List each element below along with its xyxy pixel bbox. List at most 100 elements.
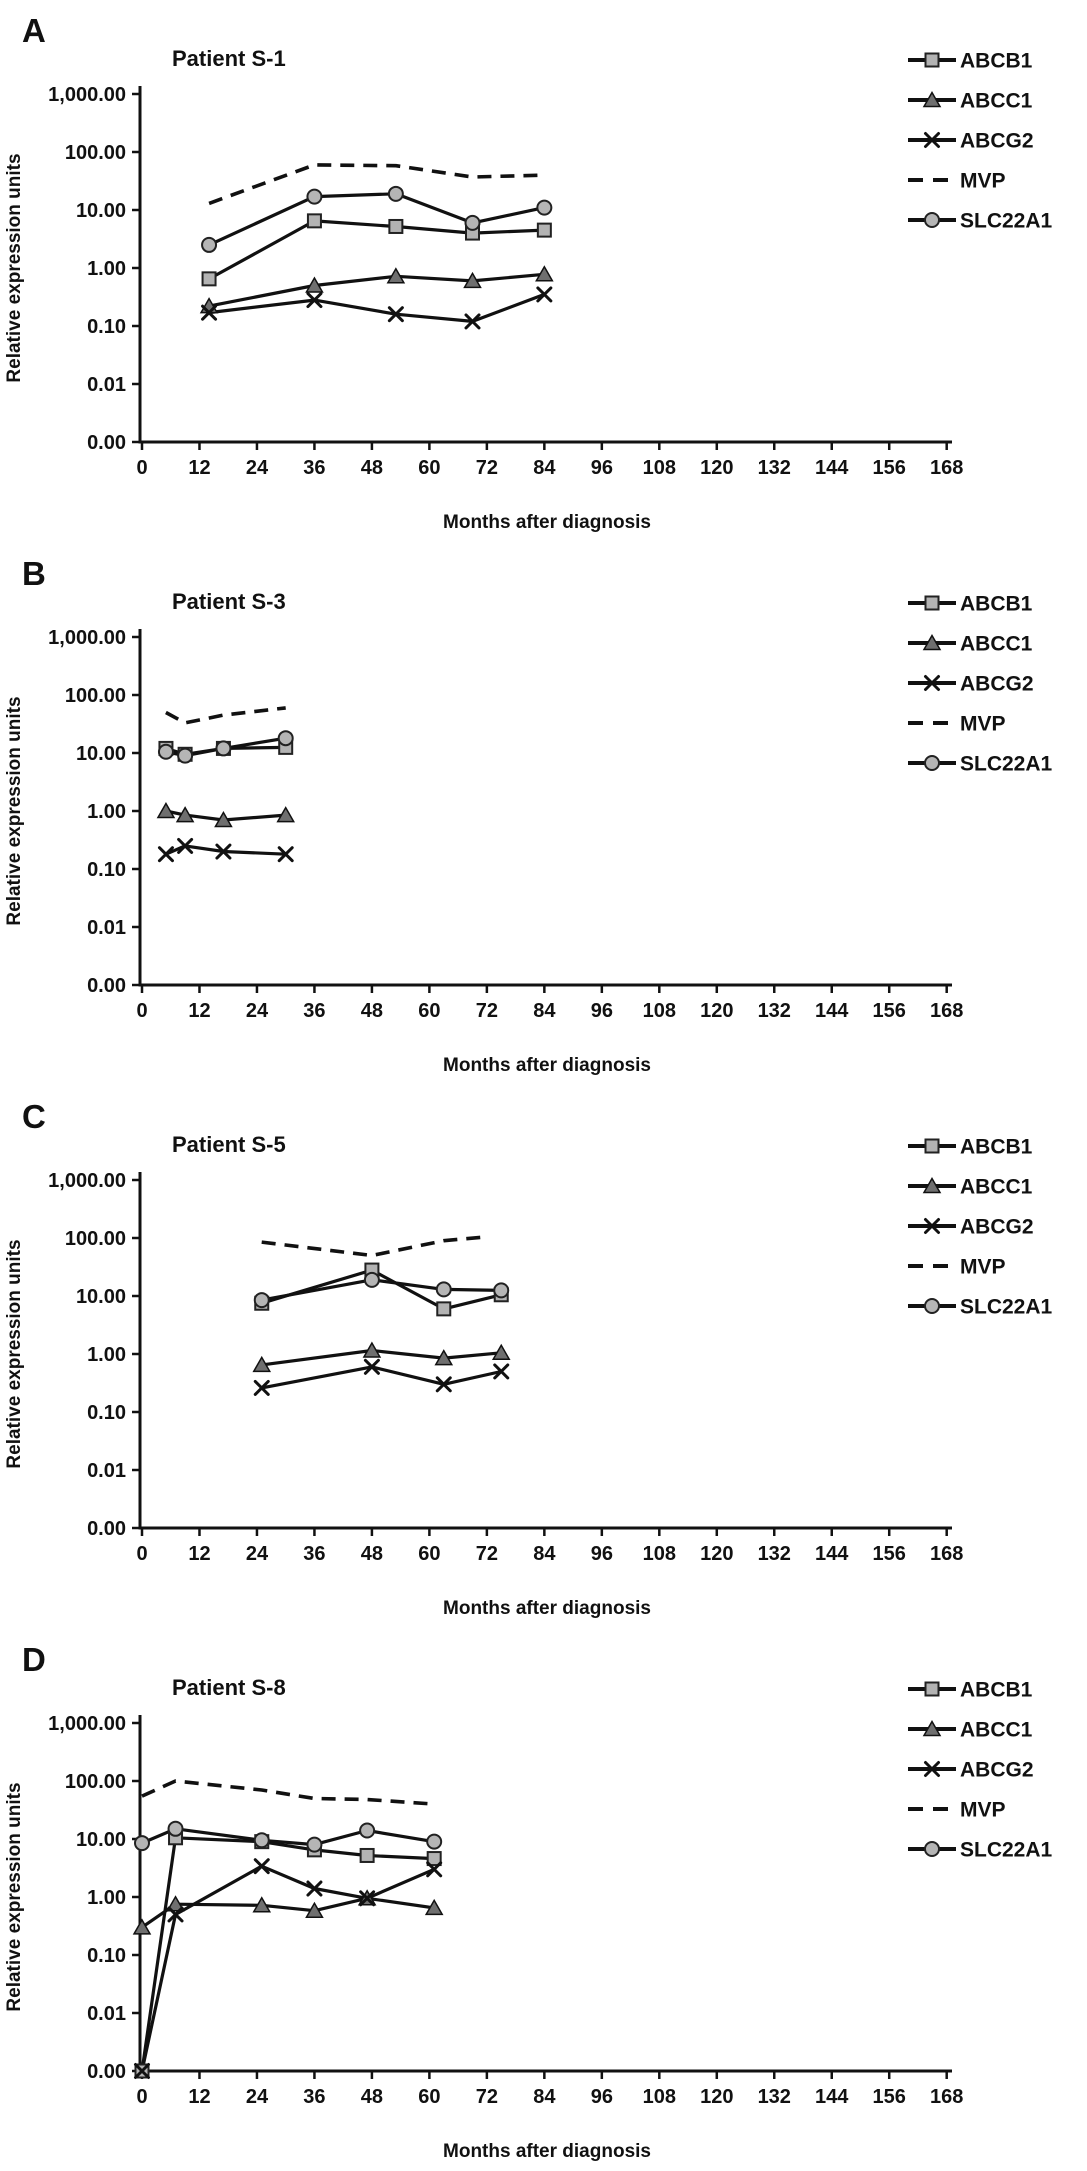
series-line-abcc1 [141, 1896, 435, 1929]
x-tick-label: 168 [930, 457, 963, 479]
y-axis-title: Relative expression units [4, 696, 25, 925]
x-marker [134, 2063, 150, 2079]
y-axis-title: Relative expression units [4, 1239, 25, 1468]
axis-line [138, 1172, 952, 1530]
x-tick-label: 96 [591, 1543, 613, 1565]
x-tick-label: 24 [246, 1543, 269, 1565]
x-marker [359, 1890, 376, 1907]
series-line-abcg2 [165, 844, 286, 856]
panel-chart-d: D Patient S-8 1,000.00 100.00 10.00 1.00 0.10 0… [4, 1641, 1053, 2162]
x-tick-label: 36 [303, 2086, 325, 2108]
y-tick-label: 1,000.00 [48, 1713, 126, 1735]
x-tick-label: 120 [700, 2086, 733, 2108]
circle-marker [426, 1833, 443, 1850]
series-markers-abcc1 [156, 801, 295, 828]
y-tick-label: 0.10 [87, 859, 126, 881]
x-tick-label: 84 [533, 457, 556, 479]
axis-line [138, 1715, 952, 2073]
x-axis-title: Months after diagnosis [443, 1055, 651, 1076]
x-tick-label: 84 [533, 1543, 556, 1565]
circle-marker [435, 1281, 452, 1298]
x-marker [201, 304, 218, 321]
axes [132, 629, 952, 993]
y-tick-label: 10.00 [76, 1829, 126, 1851]
series-line-mvp [208, 163, 545, 206]
x-tick-label: 108 [643, 457, 676, 479]
x-tick-label: 24 [246, 2086, 269, 2108]
series-line-abcc1 [261, 1348, 502, 1367]
x-marker [493, 1363, 510, 1380]
series-line-mvp [261, 1235, 488, 1258]
circle-marker [924, 755, 940, 771]
x-axis-title: Months after diagnosis [443, 512, 651, 533]
x-tick-label: 96 [591, 457, 613, 479]
circle-marker [363, 1271, 380, 1288]
legend-label-abcb1: ABCB1 [960, 1679, 1033, 1702]
series-markers-slc22a1 [134, 1820, 443, 1853]
x-marker [167, 1906, 184, 1923]
x-tick-label: 84 [533, 1000, 556, 1022]
panel-title: Patient S-5 [172, 1132, 286, 1157]
x-tick-label: 48 [361, 1000, 383, 1022]
x-tick-label: 144 [815, 457, 849, 479]
y-tick-label: 1,000.00 [48, 84, 126, 106]
triangle-marker [175, 806, 195, 823]
circle-marker [306, 188, 323, 205]
legend-label-abcg2: ABCG2 [960, 130, 1034, 153]
x-tick-label: 120 [700, 1000, 733, 1022]
x-tick-label: 120 [700, 457, 733, 479]
series-line-abcg2 [140, 1864, 435, 2072]
x-marker [924, 132, 940, 148]
series-line-mvp [165, 706, 286, 725]
legend-label-mvp: MVP [960, 1256, 1006, 1279]
y-tick-label: 100.00 [65, 142, 126, 164]
y-tick-label: 10.00 [76, 743, 126, 765]
circle-marker [493, 1282, 510, 1299]
circle-marker [924, 1841, 940, 1857]
panel-chart-a: A Patient S-1 1,000.00 100.00 10.00 1.00 0.10 0… [4, 12, 1053, 533]
square-marker [436, 1301, 452, 1317]
x-marker [253, 1379, 270, 1396]
y-tick-label: 1.00 [87, 1887, 126, 1909]
x-tick-label: 168 [930, 2086, 963, 2108]
y-tick-label: 0.10 [87, 316, 126, 338]
x-marker [215, 843, 232, 860]
triangle-marker [156, 801, 176, 819]
series-line-abcb1 [261, 1268, 502, 1311]
x-tick-label: 144 [815, 1543, 849, 1565]
x-marker [536, 286, 553, 303]
x-axis-title: Months after diagnosis [443, 1598, 651, 1619]
x-marker [306, 1880, 323, 1897]
x-tick-label: 144 [815, 1000, 849, 1022]
x-tick-label: 36 [303, 1000, 325, 1022]
triangle-marker [166, 1895, 185, 1912]
circle-marker [201, 236, 218, 253]
series-markers-slc22a1 [157, 730, 294, 764]
x-tick-label: 48 [361, 2086, 383, 2108]
x-tick-label: 132 [758, 1000, 791, 1022]
series-markers-slc22a1 [253, 1271, 510, 1309]
y-axis-title: Relative expression units [4, 1782, 25, 2011]
x-tick-label: 12 [188, 2086, 210, 2108]
x-marker [924, 1761, 940, 1777]
x-tick-label: 36 [303, 457, 325, 479]
y-tick-label: 10.00 [76, 200, 126, 222]
panel-letter: B [22, 555, 46, 592]
y-tick-label: 1,000.00 [48, 627, 126, 649]
axes [132, 1715, 952, 2079]
y-tick-label: 10.00 [76, 1286, 126, 1308]
series-line-abcc1 [208, 272, 545, 308]
triangle-marker [922, 90, 942, 108]
panel-letter: A [22, 12, 46, 49]
circle-marker [387, 185, 404, 202]
panel-letter: C [22, 1098, 46, 1135]
series-line-slc22a1 [165, 736, 286, 758]
circle-marker [253, 1292, 270, 1309]
triangle-marker [252, 1355, 272, 1373]
x-tick-label: 72 [476, 457, 498, 479]
legend-label-abcg2: ABCG2 [960, 1759, 1034, 1782]
legend: ABCB1 ABCC1 ABCG2 MVP SLC22A1 [908, 1679, 1053, 1862]
axes [132, 1172, 952, 1536]
circle-marker [359, 1822, 376, 1839]
triangle-marker [463, 271, 482, 289]
